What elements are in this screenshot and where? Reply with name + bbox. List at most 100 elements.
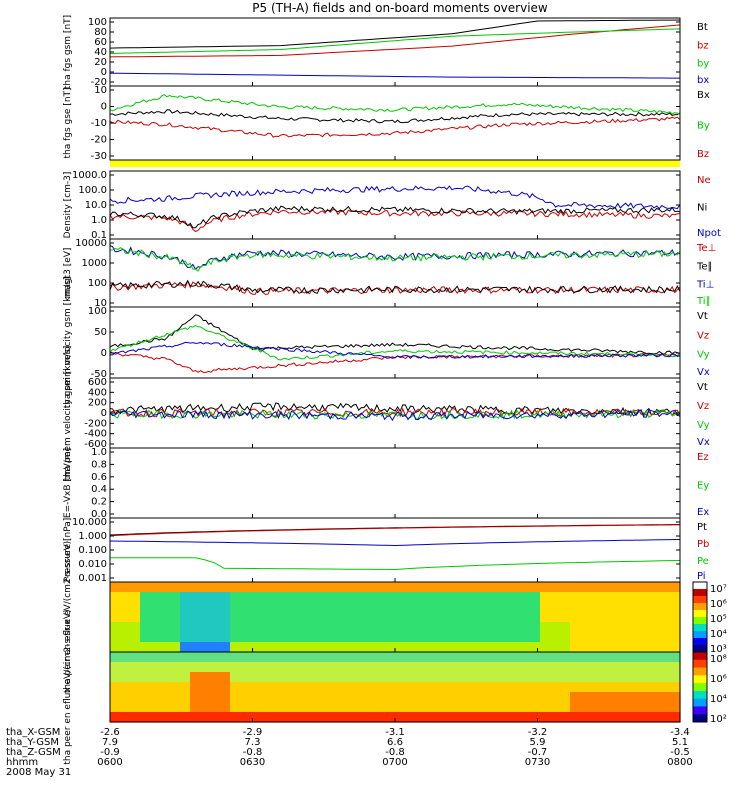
- spectrogram-cell: [600, 602, 611, 613]
- spectrogram-cell: [380, 712, 391, 723]
- series-line-pb: [109, 524, 681, 537]
- spectrogram-cell: [640, 652, 651, 663]
- spectrogram-cell: [170, 652, 181, 663]
- spectrogram-cell: [620, 592, 631, 603]
- spectrogram-cell: [370, 672, 381, 683]
- spectrogram-cell: [370, 662, 381, 673]
- spectrogram-cell: [320, 682, 331, 693]
- spectrogram-cell: [650, 612, 661, 623]
- spectrogram-cell: [460, 592, 471, 603]
- spectrogram-cell: [270, 622, 281, 633]
- spectrogram-cell: [670, 622, 681, 633]
- spectrogram-cell: [240, 682, 251, 693]
- spectrogram-cell: [470, 622, 481, 633]
- y-tick-label: -20: [91, 135, 107, 146]
- spectrogram-cell: [120, 712, 131, 723]
- spectrogram-cell: [110, 632, 121, 643]
- spectrogram-cell: [670, 692, 681, 703]
- spectrogram-cell: [120, 662, 131, 673]
- spectrogram-cell: [190, 632, 201, 643]
- spectrogram-cell: [530, 592, 541, 603]
- spectrogram-cell: [480, 672, 491, 683]
- spectrogram-cell: [260, 672, 271, 683]
- spectrogram-cell: [130, 712, 141, 723]
- spectrogram-cell: [110, 642, 121, 653]
- spectrogram-cell: [170, 622, 181, 633]
- spectrogram-cell: [470, 682, 481, 693]
- spectrogram-cell: [530, 652, 541, 663]
- spectrogram-cell: [590, 672, 601, 683]
- spectrogram-cell: [350, 592, 361, 603]
- y-axis-label: tha peim velocity gsm [km/s]: [63, 277, 73, 409]
- spectrogram-cell: [610, 712, 621, 723]
- spectrogram-cell: [530, 602, 541, 613]
- spectrogram-cell: [550, 692, 561, 703]
- spectrogram-cell: [600, 712, 611, 723]
- spectrogram-cell: [440, 652, 451, 663]
- axis-value-t: 0630: [240, 757, 265, 768]
- spectrogram-cell: [370, 692, 381, 703]
- y-tick-label: 0.010: [78, 559, 107, 570]
- spectrogram-cell: [510, 702, 521, 713]
- spectrogram-cell: [410, 712, 421, 723]
- spectrogram-cell: [140, 642, 151, 653]
- spectrogram-cell: [490, 712, 501, 723]
- spectrogram-cell: [630, 592, 641, 603]
- spectrogram-cell: [430, 692, 441, 703]
- spectrogram-cell: [670, 632, 681, 643]
- spectrogram-cell: [180, 642, 191, 653]
- spectrogram-cell: [450, 702, 461, 713]
- spectrogram-cell: [430, 592, 441, 603]
- axis-value-z: -0.5: [670, 747, 690, 758]
- spectrogram-cell: [460, 602, 471, 613]
- spectrogram-cell: [240, 632, 251, 643]
- spectrogram-cell: [150, 692, 161, 703]
- spectrogram-cell: [460, 622, 471, 633]
- spectrogram-cell: [650, 642, 661, 653]
- spectrogram-cell: [420, 712, 431, 723]
- spectrogram-cell: [310, 582, 321, 593]
- spectrogram-cell: [410, 632, 421, 643]
- spectrogram-cell: [400, 612, 411, 623]
- spectrogram-cell: [570, 622, 581, 633]
- spectrogram-cell: [210, 652, 221, 663]
- spectrogram-cell: [190, 702, 201, 713]
- legend-label: Te∥: [696, 261, 713, 272]
- y-tick-label: 100.0: [78, 185, 107, 196]
- spectrogram-cell: [120, 642, 131, 653]
- panel-frame: [109, 306, 681, 379]
- spectrogram-cell: [660, 622, 671, 633]
- legend-label: by: [697, 59, 709, 70]
- spectrogram-cell: [200, 652, 211, 663]
- legend-label: Ex: [697, 507, 709, 518]
- spectrogram-cell: [500, 702, 511, 713]
- spectrogram-cell: [130, 652, 141, 663]
- spectrogram-cell: [630, 702, 641, 713]
- spectrogram-cell: [390, 712, 401, 723]
- spectrogram-cell: [500, 622, 511, 633]
- spectrogram-cell: [430, 682, 441, 693]
- spectrogram-cell: [620, 662, 631, 673]
- spectrogram-cell: [410, 702, 421, 713]
- spectrogram-cell: [450, 592, 461, 603]
- y-axis-label: tha peir en eflux eV/(cm2-s-sr-eV): [63, 541, 73, 693]
- spectrogram-cell: [340, 702, 351, 713]
- spectrogram-cell: [330, 682, 341, 693]
- spectrogram-cell: [570, 642, 581, 653]
- spectrogram-cell: [570, 702, 581, 713]
- y-tick-label: -400: [84, 429, 107, 440]
- spectrogram-cell: [300, 612, 311, 623]
- colorbar-tick-label: 10³: [710, 644, 727, 655]
- axis-value-t: 0600: [97, 757, 122, 768]
- spectrogram-cell: [350, 582, 361, 593]
- spectrogram-cell: [450, 712, 461, 723]
- spectrogram-cell: [410, 652, 421, 663]
- legend-label: Vx: [697, 367, 710, 378]
- spectrogram-cell: [170, 642, 181, 653]
- spectrogram-cell: [380, 592, 391, 603]
- spectrogram-cell: [120, 652, 131, 663]
- spectrogram-cell: [500, 672, 511, 683]
- spectrogram-cell: [150, 642, 161, 653]
- spectrogram-cell: [110, 652, 121, 663]
